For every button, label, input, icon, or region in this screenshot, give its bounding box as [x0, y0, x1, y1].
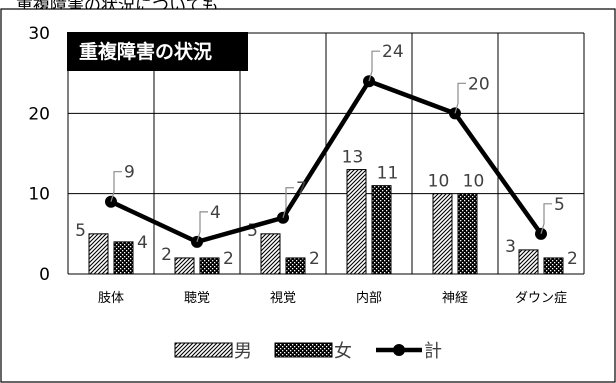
bar-data-label: 4	[137, 233, 148, 253]
bar-data-label: 5	[247, 221, 258, 241]
bar-data-label: 5	[75, 221, 86, 241]
bar-data-label: 10	[428, 172, 450, 192]
legend-swatch-女	[274, 342, 333, 358]
bar-女	[113, 241, 134, 275]
bar-男	[88, 233, 109, 275]
bar-女	[285, 257, 306, 275]
y-tick-label: 30	[28, 24, 50, 44]
legend: 男女計	[174, 341, 442, 362]
bar-男	[346, 169, 367, 275]
bar-data-label: 11	[377, 164, 399, 184]
legend-label: 女	[334, 341, 352, 362]
line-data-label: 24	[382, 42, 404, 62]
chart-title: 重複障害の状況	[79, 40, 212, 63]
chart-title-background	[67, 32, 248, 71]
bar-男	[518, 249, 539, 275]
bar-data-label: 3	[505, 237, 516, 257]
y-tick-label: 20	[28, 104, 50, 124]
line-label-leader	[282, 187, 294, 218]
line-label-leader	[368, 50, 380, 82]
legend-label: 男	[234, 341, 252, 362]
line-data-label: 4	[210, 203, 221, 223]
y-tick-label: 0	[39, 265, 50, 285]
x-tick-label: ダウン症	[515, 291, 567, 306]
line-data-label: 7	[296, 179, 307, 199]
y-tick-labels: 0 10 20 30	[28, 24, 50, 285]
y-tick-label: 10	[28, 185, 50, 205]
bars-layer	[88, 169, 564, 275]
bar-data-label: 2	[223, 249, 234, 269]
chart-title-box: 重複障害の状況	[67, 32, 248, 71]
line-label-leader	[110, 171, 122, 202]
x-tick-labels: 肢体 聴覚 視覚 内部 神経 ダウン症	[98, 290, 567, 306]
x-tick-label: 聴覚	[184, 291, 210, 306]
line-label-leader	[454, 82, 466, 114]
x-tick-label: 内部	[356, 290, 382, 306]
bar-data-label: 10	[463, 172, 485, 192]
bar-男	[260, 233, 281, 275]
x-tick-label: 肢体	[98, 290, 124, 306]
line-label-leader	[196, 211, 208, 243]
x-tick-label: 視覚	[270, 291, 296, 306]
bar-女	[199, 257, 220, 275]
bar-data-label: 13	[342, 148, 364, 168]
bar-女	[457, 193, 478, 275]
bar-女	[543, 257, 564, 275]
bar-data-label: 2	[309, 249, 320, 269]
line-data-label: 20	[468, 74, 490, 94]
legend-line-marker	[393, 344, 405, 356]
legend-swatch-男	[174, 342, 233, 358]
bar-男	[432, 193, 453, 275]
bar-data-label: 2	[567, 249, 578, 269]
line-label-leader	[540, 203, 552, 235]
line-series-total	[110, 78, 543, 245]
bar-女	[371, 185, 392, 275]
line-labels-layer: 9 4 7 24 20 5	[110, 42, 565, 243]
legend-label: 計	[424, 341, 442, 362]
bar-data-label: 2	[161, 245, 172, 265]
x-tick-label: 神経	[442, 291, 468, 306]
line-data-label: 9	[124, 163, 135, 183]
line-data-label: 5	[554, 195, 565, 215]
bar-男	[174, 257, 195, 275]
